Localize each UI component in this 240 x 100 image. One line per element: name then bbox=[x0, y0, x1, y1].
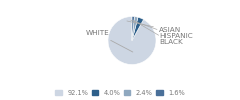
Text: HISPANIC: HISPANIC bbox=[131, 20, 193, 39]
Text: ASIAN: ASIAN bbox=[127, 21, 181, 33]
Legend: 92.1%, 4.0%, 2.4%, 1.6%: 92.1%, 4.0%, 2.4%, 1.6% bbox=[55, 89, 185, 97]
Wedge shape bbox=[132, 17, 138, 40]
Text: BLACK: BLACK bbox=[133, 20, 183, 45]
Text: WHITE: WHITE bbox=[85, 30, 133, 52]
Wedge shape bbox=[108, 16, 156, 64]
Wedge shape bbox=[132, 16, 134, 40]
Wedge shape bbox=[132, 17, 144, 40]
